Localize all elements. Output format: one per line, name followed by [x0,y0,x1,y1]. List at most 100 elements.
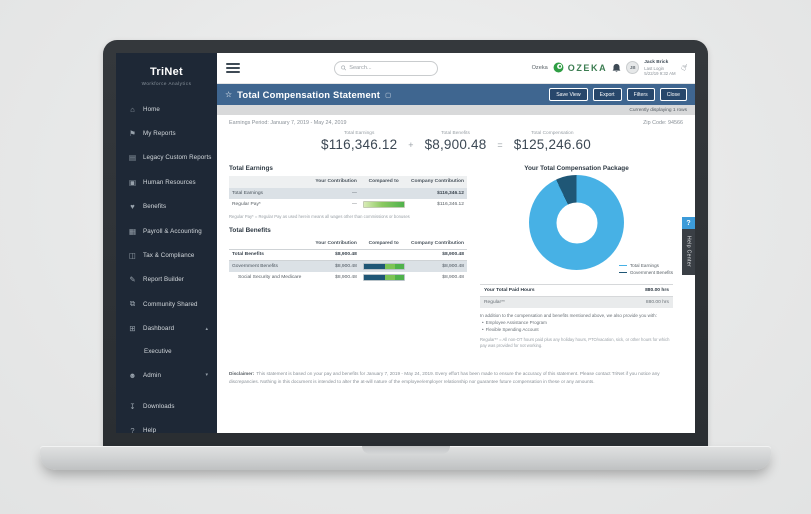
sidebar-item-home[interactable]: ⌂ Home [116,97,217,121]
sidebar-item-tax-compliance[interactable]: ◫ Tax & Compliance [128,251,195,261]
avatar[interactable]: JB [626,61,640,75]
sidebar-item-payroll-accounting[interactable]: ▦ Payroll & Accounting [128,226,202,236]
search-box[interactable] [333,60,438,76]
paid-hours-header: Your Total Paid Hours 880.00 hrs [480,284,673,297]
person-icon: ☻ [128,370,137,380]
trinet-logo: TriNet Workforce Analytics [116,53,217,93]
chart-legend: Total Earnings Government Benefits [618,263,673,275]
filters-button[interactable]: Filters [626,88,655,101]
sidebar-item-dashboard[interactable]: ⊞ Dashboard ▴ [116,317,217,341]
paid-hours-table: Your Total Paid Hours 880.00 hrs Regular… [480,284,673,308]
pointer-hand-icon[interactable]: ☝ [678,62,688,74]
sidebar-item-benefits[interactable]: ♥ Benefits [116,195,217,219]
last-login-label: Last Login [644,65,665,71]
total-earnings-summary: Total Earnings $116,346.12 [321,131,398,152]
favorite-star-icon[interactable]: ☆ [225,90,233,99]
pencil-icon: ✎ [129,275,136,285]
sidebar-item-executive[interactable]: Executive [144,348,172,356]
earnings-table-title: Total Earnings [229,165,273,172]
regular-hours-footnote: Regular** = All non-OT hours paid plus a… [480,337,670,349]
help-center-tab[interactable]: ? Help Center [682,217,695,275]
notification-bell-icon[interactable] [612,63,621,73]
table-header-row: Your Contribution Compared to Company Co… [229,176,467,188]
heart-icon: ♥ [130,202,135,212]
regular-pay-footnote: Regular Pay* = Regular Pay as used herei… [229,213,410,219]
total-hours-value: 880.00 hrs [645,288,669,293]
export-button[interactable]: Export [592,88,622,101]
table-header-row: Your Contribution Compared to Company Co… [229,237,467,250]
user-name: Jack Brick [644,59,669,65]
question-icon: ? [682,217,695,229]
company-name: Ozeka [531,64,548,71]
sidebar-item-downloads[interactable]: ↧ Downloads [116,394,217,418]
legend-swatch-benefits [618,271,627,274]
last-login-time: 5/22/19 9:32 AM [644,70,676,76]
sidebar-item-legacy-custom-reports[interactable]: ▤ Legacy Custom Reports [128,153,212,163]
table-row: Total Benefits $8,900.48 $8,900.48 [229,249,467,261]
additional-benefits: In addition to the compensation and bene… [480,313,673,333]
equals-sign: = [497,140,503,150]
sidebar-item-my-reports[interactable]: ⚑ My Reports [116,121,217,145]
chart-column: Your Total Compensation Package Total Ea… [480,161,683,356]
help-center-label: Help Center [682,229,695,275]
table-row: Total Earnings — $116,346.12 [229,187,467,199]
report-title-bar: ☆ Total Compensation Statement ▢ Save Vi… [217,84,695,105]
paid-hours-row: Regular** 880.00 hrs [480,297,673,308]
sidebar-item-human-resources[interactable]: ▣ Human Resources [128,177,196,187]
sidebar-item-help[interactable]: ? Help [116,419,217,433]
chevron-up-icon: ▴ [205,325,208,332]
laptop-screen-bezel: TriNet Workforce Analytics ⌂ Home ⚑ My Rep… [103,40,708,446]
app-window: TriNet Workforce Analytics ⌂ Home ⚑ My Rep… [116,53,695,433]
legend-swatch-earnings [618,264,627,267]
briefcase-icon: ▦ [128,226,137,236]
grid-icon: ⊞ [129,324,136,334]
compensation-donut-chart [529,175,624,270]
brand-subtitle: Workforce Analytics [141,81,192,86]
zip-code: Zip Code: 94566 [643,120,683,126]
download-icon: ↧ [129,401,136,411]
extra-benefit: Employee Assistance Program [480,320,673,327]
main-area: Ozeka OZEKA JB Jack Brick Last Login 5/2… [217,53,695,433]
tax-icon: ◫ [128,251,137,261]
status-bar: Currently displaying 1 rows [217,105,695,115]
user-info[interactable]: Jack Brick Last Login 5/22/19 9:32 AM [644,60,675,77]
row-count-status: Currently displaying 1 rows [629,107,687,113]
home-icon: ⌂ [130,104,135,114]
help-icon: ? [130,426,135,433]
totals-summary: Total Earnings $116,346.12 + Total Benef… [229,131,683,152]
chevron-down-icon: ▾ [205,372,208,379]
plus-sign: + [408,140,414,150]
report-content: Earnings Period: January 7, 2019 - May 2… [217,115,695,433]
close-button[interactable]: Close [659,88,687,101]
disclaimer: Disclaimer: This statement is based on yo… [229,371,660,384]
reports-icon: ▤ [128,153,137,163]
header-right-group: Ozeka OZEKA JB Jack Brick Last Login 5/2… [531,60,688,77]
ozeka-wordmark: OZEKA [567,62,608,73]
brand-name: TriNet [150,66,183,78]
regular-pay-bar [362,201,405,209]
total-compensation-summary: Total Compensation $125,246.60 [513,131,591,152]
id-card-icon: ▣ [128,177,137,187]
sidebar: TriNet Workforce Analytics ⌂ Home ⚑ My Rep… [116,53,217,433]
table-row: Regular Pay* — $116,346.12 [232,201,464,209]
earnings-period: Earnings Period: January 7, 2019 - May 2… [229,120,347,126]
share-icon: ⧉ [129,299,136,309]
laptop-notch [361,446,450,454]
flag-icon: ⚑ [129,129,136,139]
sidebar-item-community-shared[interactable]: ⧉ Community Shared [116,292,217,316]
social-security-bar [362,274,405,282]
extra-benefit: Flexible Spending Account [480,327,673,334]
table-row: Social Security and Medicare $8,900.48 $… [238,274,464,282]
menu-icon[interactable] [226,63,240,73]
package-chart-title: Your Total Compensation Package [524,165,629,172]
laptop-base [40,446,771,470]
ozeka-logo-icon [553,63,564,73]
pin-icon[interactable]: ▢ [385,91,392,99]
sidebar-item-admin[interactable]: ☻ Admin ▾ [128,370,208,380]
search-input[interactable] [349,65,431,71]
benefits-table-title: Total Benefits [229,226,271,234]
save-view-button[interactable]: Save View [549,88,588,101]
sidebar-item-report-builder[interactable]: ✎ Report Builder [116,268,217,292]
benefits-table: Your Contribution Compared to Company Co… [229,237,467,284]
